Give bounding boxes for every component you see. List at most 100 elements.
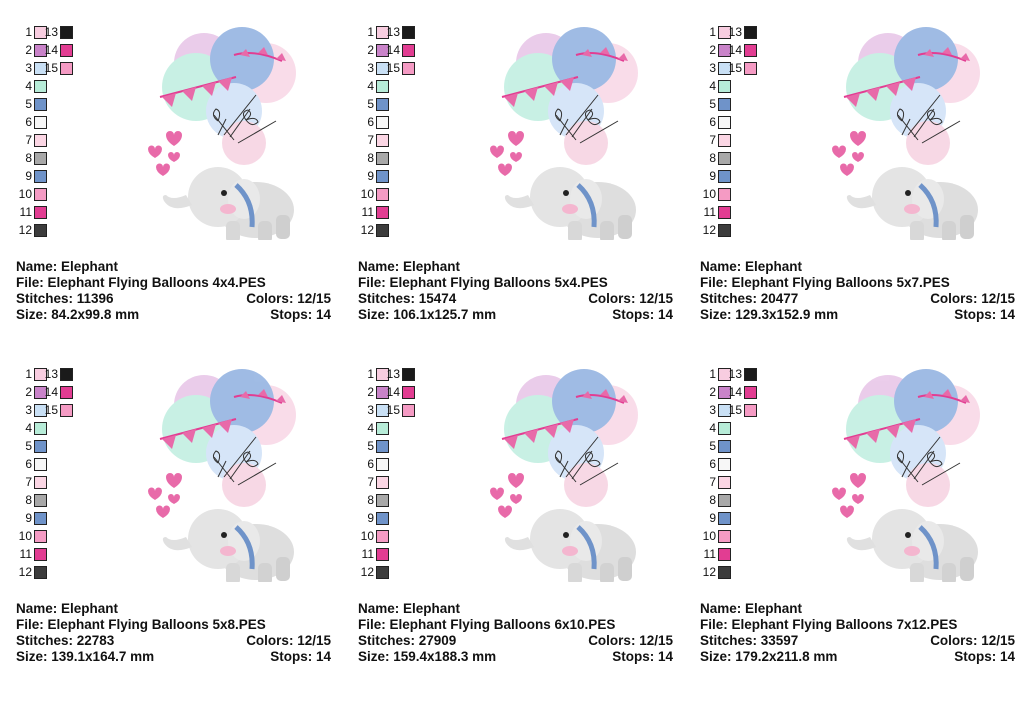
palette-number: 14	[728, 43, 742, 57]
palette-entry-2: 2	[360, 43, 430, 61]
color-swatch	[744, 26, 757, 39]
palette-entry-14: 14	[726, 43, 796, 61]
name-line: Name: Elephant	[16, 601, 119, 616]
color-swatch	[718, 404, 731, 417]
palette-number: 14	[386, 385, 400, 399]
palette-entry-5: 5	[360, 97, 430, 115]
name-line: Name: Elephant	[16, 259, 119, 274]
elephant-balloons-image	[490, 27, 638, 240]
stops-count: Stops: 14	[954, 307, 1015, 322]
palette-entry-12: 12	[18, 223, 88, 241]
palette-entry-9: 9	[702, 169, 772, 187]
file-line: File: Elephant Flying Balloons 5x8.PES	[16, 617, 266, 632]
color-swatch	[718, 152, 731, 165]
palette-entry-14: 14	[384, 43, 454, 61]
color-swatch	[34, 80, 47, 93]
palette-number: 13	[728, 367, 742, 381]
palette-entry-3: 3	[702, 403, 772, 421]
palette-entry-5: 5	[18, 439, 88, 457]
file-line: File: Elephant Flying Balloons 7x12.PES	[700, 617, 958, 632]
palette-number: 3	[709, 61, 716, 75]
palette-entry-6: 6	[18, 115, 88, 133]
palette-entry-12: 12	[18, 565, 88, 583]
palette-number: 6	[25, 457, 32, 471]
palette-number: 13	[386, 367, 400, 381]
color-swatch	[402, 62, 415, 75]
color-swatch	[34, 530, 47, 543]
color-swatch	[376, 440, 389, 453]
palette-entry-7: 7	[360, 133, 430, 151]
name-line: Name: Elephant	[700, 601, 803, 616]
palette-entry-1: 1	[360, 367, 430, 385]
palette-number: 9	[709, 169, 716, 183]
palette-entry-11: 11	[702, 205, 772, 223]
color-swatch	[376, 512, 389, 525]
palette-number: 6	[367, 457, 374, 471]
design-info: Name: Elephant File: Elephant Flying Bal…	[358, 259, 673, 323]
name-line: Name: Elephant	[700, 259, 803, 274]
palette-entry-6: 6	[702, 115, 772, 133]
palette-number: 7	[25, 475, 32, 489]
palette-entry-15: 15	[384, 61, 454, 79]
palette-number: 6	[367, 115, 374, 129]
color-swatch	[718, 206, 731, 219]
palette-number: 13	[44, 25, 58, 39]
color-swatch	[718, 134, 731, 147]
color-swatch	[34, 386, 47, 399]
elephant-balloons-image	[832, 369, 980, 582]
palette-number: 15	[386, 403, 400, 417]
design-card-2: 1 2 3 4 5 6 7 8 9 10 11 12 13 14 15	[358, 25, 688, 345]
design-info: Name: Elephant File: Elephant Flying Bal…	[16, 259, 331, 323]
color-swatch	[402, 368, 415, 381]
color-swatch	[34, 404, 47, 417]
palette-entry-11: 11	[18, 547, 88, 565]
color-swatch	[402, 26, 415, 39]
color-swatch	[34, 440, 47, 453]
palette-number: 6	[709, 457, 716, 471]
palette-entry-8: 8	[360, 151, 430, 169]
palette-number: 13	[386, 25, 400, 39]
color-swatch	[744, 386, 757, 399]
palette-entry-12: 12	[360, 223, 430, 241]
palette-number: 11	[361, 205, 374, 219]
colors-count: Colors: 12/15	[246, 291, 331, 306]
color-swatch	[34, 566, 47, 579]
palette-entry-15: 15	[384, 403, 454, 421]
color-swatch	[744, 62, 757, 75]
palette-number: 13	[44, 367, 58, 381]
palette-number: 5	[367, 439, 374, 453]
palette-number: 6	[709, 115, 716, 129]
size-line: Size: 159.4x188.3 mm Stops: 14	[358, 649, 673, 664]
color-swatch	[376, 548, 389, 561]
palette-entry-6: 6	[360, 115, 430, 133]
palette-entry-9: 9	[18, 511, 88, 529]
file-line: File: Elephant Flying Balloons 6x10.PES	[358, 617, 616, 632]
palette-number: 1	[25, 367, 32, 381]
design-info: Name: Elephant File: Elephant Flying Bal…	[358, 601, 673, 665]
palette-number: 15	[728, 61, 742, 75]
palette-number: 5	[25, 439, 32, 453]
palette-number: 10	[360, 187, 374, 201]
color-swatch	[376, 224, 389, 237]
palette-number: 11	[361, 547, 374, 561]
stitches-line: Stitches: 11396 Colors: 12/15	[16, 291, 331, 306]
palette-number: 3	[367, 403, 374, 417]
color-swatch	[34, 26, 47, 39]
palette-number: 7	[25, 133, 32, 147]
color-swatch	[34, 134, 47, 147]
palette-entry-12: 12	[702, 565, 772, 583]
color-swatch	[402, 404, 415, 417]
design-card-6: 1 2 3 4 5 6 7 8 9 10 11 12 13 14 15	[700, 367, 1024, 687]
palette-number: 7	[709, 475, 716, 489]
palette-number: 9	[709, 511, 716, 525]
palette-number: 4	[709, 421, 716, 435]
color-swatch	[718, 422, 731, 435]
stops-count: Stops: 14	[270, 649, 331, 664]
palette-number: 14	[44, 43, 58, 57]
palette-entry-4: 4	[18, 79, 88, 97]
palette-entry-1: 1	[702, 25, 772, 43]
file-line: File: Elephant Flying Balloons 4x4.PES	[16, 275, 266, 290]
palette-number: 3	[367, 61, 374, 75]
palette-entry-4: 4	[360, 421, 430, 439]
color-swatch	[718, 548, 731, 561]
